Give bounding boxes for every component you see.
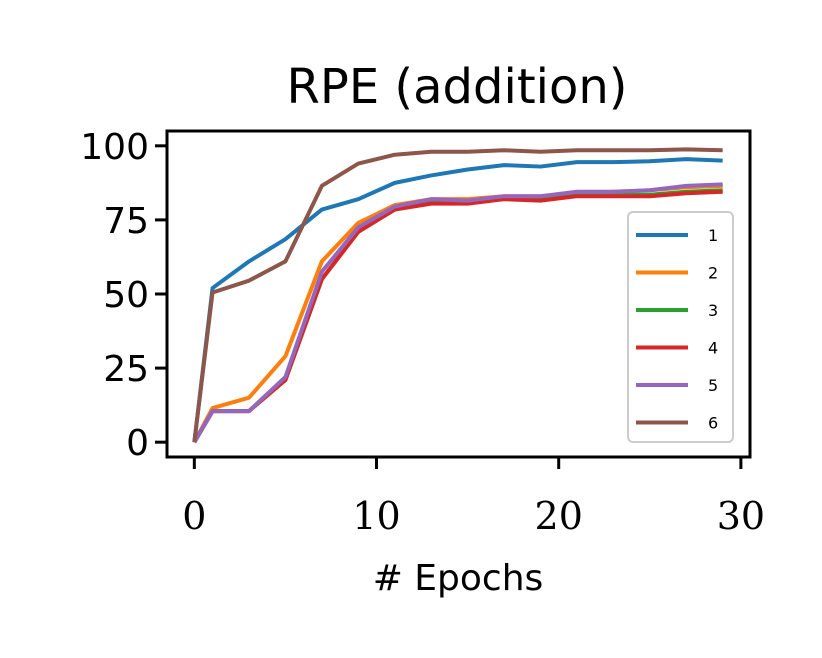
y-tick-label: 100 bbox=[80, 127, 149, 168]
series-line-1 bbox=[192, 157, 723, 443]
y-tick-label: 25 bbox=[103, 349, 149, 390]
x-axis-label: # Epochs bbox=[373, 558, 544, 599]
series-line-6 bbox=[192, 147, 723, 443]
legend: 1 2 3 4 5 6 bbox=[627, 211, 734, 443]
y-tick-label: 0 bbox=[126, 423, 149, 464]
x-tick-label: 30 bbox=[717, 494, 765, 538]
legend-label-2: 2 bbox=[708, 264, 718, 283]
chart-title: RPE (addition) bbox=[287, 59, 628, 115]
legend-label-1: 1 bbox=[708, 226, 718, 245]
legend-box bbox=[627, 211, 734, 443]
y-tick-label: 75 bbox=[103, 201, 149, 242]
y-tick-label: 50 bbox=[103, 275, 149, 316]
x-tick-label: 10 bbox=[352, 494, 400, 538]
legend-label-5: 5 bbox=[708, 376, 718, 395]
x-tick-label: 20 bbox=[535, 494, 583, 538]
x-tick-label: 0 bbox=[182, 494, 206, 538]
x-axis: 0 10 20 30 bbox=[182, 457, 765, 538]
legend-label-3: 3 bbox=[708, 301, 718, 320]
plot-area bbox=[192, 147, 723, 444]
y-axis: 0 25 50 75 100 bbox=[80, 127, 167, 464]
legend-label-4: 4 bbox=[708, 339, 718, 358]
legend-label-6: 6 bbox=[708, 414, 718, 433]
series-line-5 bbox=[192, 182, 723, 444]
